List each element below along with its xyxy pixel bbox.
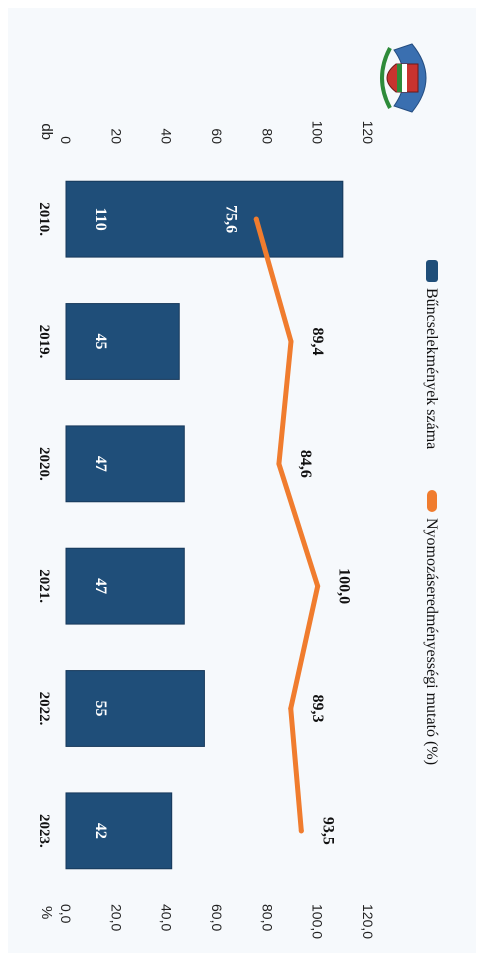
right-axis-tick-label: 80,0 (259, 904, 275, 931)
line-point (298, 828, 304, 834)
bar-2021 (65, 547, 185, 625)
bar-2019 (65, 303, 180, 380)
line-point (288, 339, 294, 344)
legend-swatch-bar (426, 260, 438, 282)
legend-swatch-line (427, 490, 437, 512)
line-value-label: 89,4 (309, 328, 326, 356)
rotated-chart-group: 0 20 40 60 80 100 120 db 0,0 20,0 40,0 60,0 80,0 100,… (36, 43, 440, 939)
bar-value-label: 45 (92, 334, 109, 350)
bar-2010 (65, 180, 344, 258)
left-axis-tick-label: 40 (159, 128, 175, 144)
left-axis-unit: db (38, 123, 55, 140)
left-axis-tick-label: 100 (310, 121, 326, 145)
left-axis-tick-label: 120 (360, 121, 376, 145)
left-axis-tick-label: 80 (259, 128, 275, 144)
legend-label-bar: Bűncselekmények száma (423, 288, 440, 449)
line-point (315, 583, 321, 589)
bar-value-label: 47 (92, 456, 109, 472)
right-axis-tick-label: 0,0 (58, 904, 74, 924)
right-axis-tick-label: 100,0 (310, 904, 326, 939)
category-label: 2010. (36, 202, 52, 236)
right-axis-tick-label: 120,0 (360, 904, 376, 939)
line-point (276, 461, 282, 467)
line-point (288, 706, 294, 711)
bar-2023 (65, 792, 173, 870)
category-label: 2022. (36, 692, 52, 726)
right-axis-tick-label: 20,0 (108, 904, 124, 931)
line-value-label: 93,5 (319, 817, 336, 845)
line-point (253, 216, 259, 222)
legend-label-line: Nyomozáseredményességi mutató (%) (423, 518, 440, 765)
category-label: 2019. (36, 325, 52, 359)
left-axis-tick-label: 20 (108, 128, 124, 144)
left-axis-tick-label: 0 (58, 136, 74, 144)
bar-2020 (65, 425, 185, 503)
right-axis-unit: % (38, 906, 55, 919)
line-value-label: 84,6 (297, 450, 314, 478)
right-axis-tick-label: 40,0 (159, 904, 175, 931)
line-value-label: 75,6 (222, 205, 239, 233)
category-label: 2021. (36, 569, 52, 603)
category-label: 2020. (36, 447, 52, 481)
bar-2022 (65, 670, 205, 747)
category-label: 2023. (36, 814, 52, 848)
bar-value-label: 55 (92, 701, 109, 717)
line-series (253, 216, 321, 834)
bar-value-label: 47 (92, 578, 109, 594)
bar-value-label: 110 (92, 208, 109, 231)
line-value-label: 89,3 (309, 695, 326, 723)
line-value-label: 100,0 (336, 568, 353, 604)
bar-value-label: 42 (92, 823, 109, 839)
emblem-icon (380, 43, 427, 113)
left-axis-tick-label: 60 (209, 128, 225, 144)
right-axis-tick-label: 60,0 (209, 904, 225, 931)
